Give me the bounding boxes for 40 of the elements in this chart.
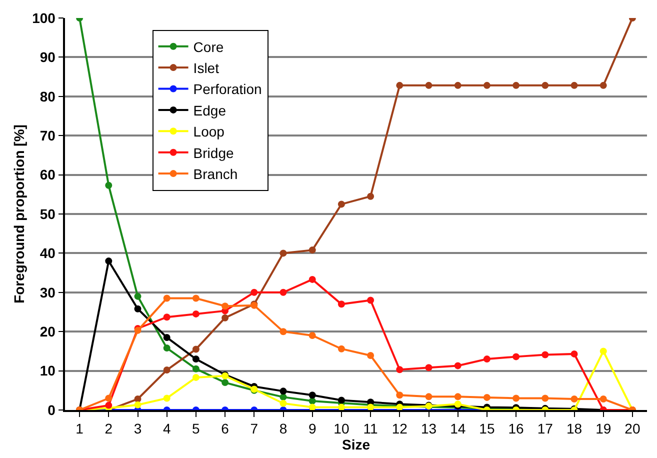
x-tick-label: 7 [250,420,258,437]
x-tick-label: 13 [420,420,437,437]
x-tick-label: 17 [537,420,554,437]
y-tick-label: 30 [40,284,56,300]
x-tick-label: 5 [192,420,200,437]
x-tick-label: 11 [363,420,378,437]
y-axis-title: Foreground proportion [%] [11,124,28,304]
x-tick-label: 8 [279,420,288,437]
x-tick-label: 1 [76,420,84,437]
legend-label: Edge [193,102,226,118]
x-tick-label: 19 [596,420,612,437]
x-tick-label: 6 [221,420,230,437]
x-axis-title: Size [342,436,370,453]
x-tick-label: 14 [450,420,466,437]
x-tick-label: 20 [624,420,640,437]
x-tick-label: 18 [566,420,582,437]
legend-label: Core [193,38,224,55]
x-tick-label: 4 [162,420,171,437]
x-tick-label: 12 [392,420,408,437]
legend-label: Loop [193,124,225,140]
y-tick-label: 80 [40,88,56,104]
y-tick-label: 20 [40,324,56,340]
x-tick-label: 9 [308,420,316,437]
x-tick-label: 3 [134,420,142,437]
legend-label: Branch [193,166,238,182]
y-tick-label: 10 [40,362,56,379]
legend-label: Islet [193,60,220,76]
y-tick-label: 90 [40,49,56,66]
legend-label: Perforation [193,81,262,98]
x-tick-label: 15 [479,420,495,437]
y-tick-label: 50 [40,206,56,222]
y-tick-label: 60 [40,166,56,183]
legend-label: Bridge [193,144,234,161]
y-tick-label: 100 [32,10,56,26]
y-tick-label: 0 [48,402,56,418]
x-tick-label: 10 [334,420,350,437]
x-tick-label: 2 [104,420,113,437]
x-tick-label: 16 [508,420,524,437]
y-tick-label: 70 [40,128,56,144]
y-tick-label: 40 [40,245,56,262]
